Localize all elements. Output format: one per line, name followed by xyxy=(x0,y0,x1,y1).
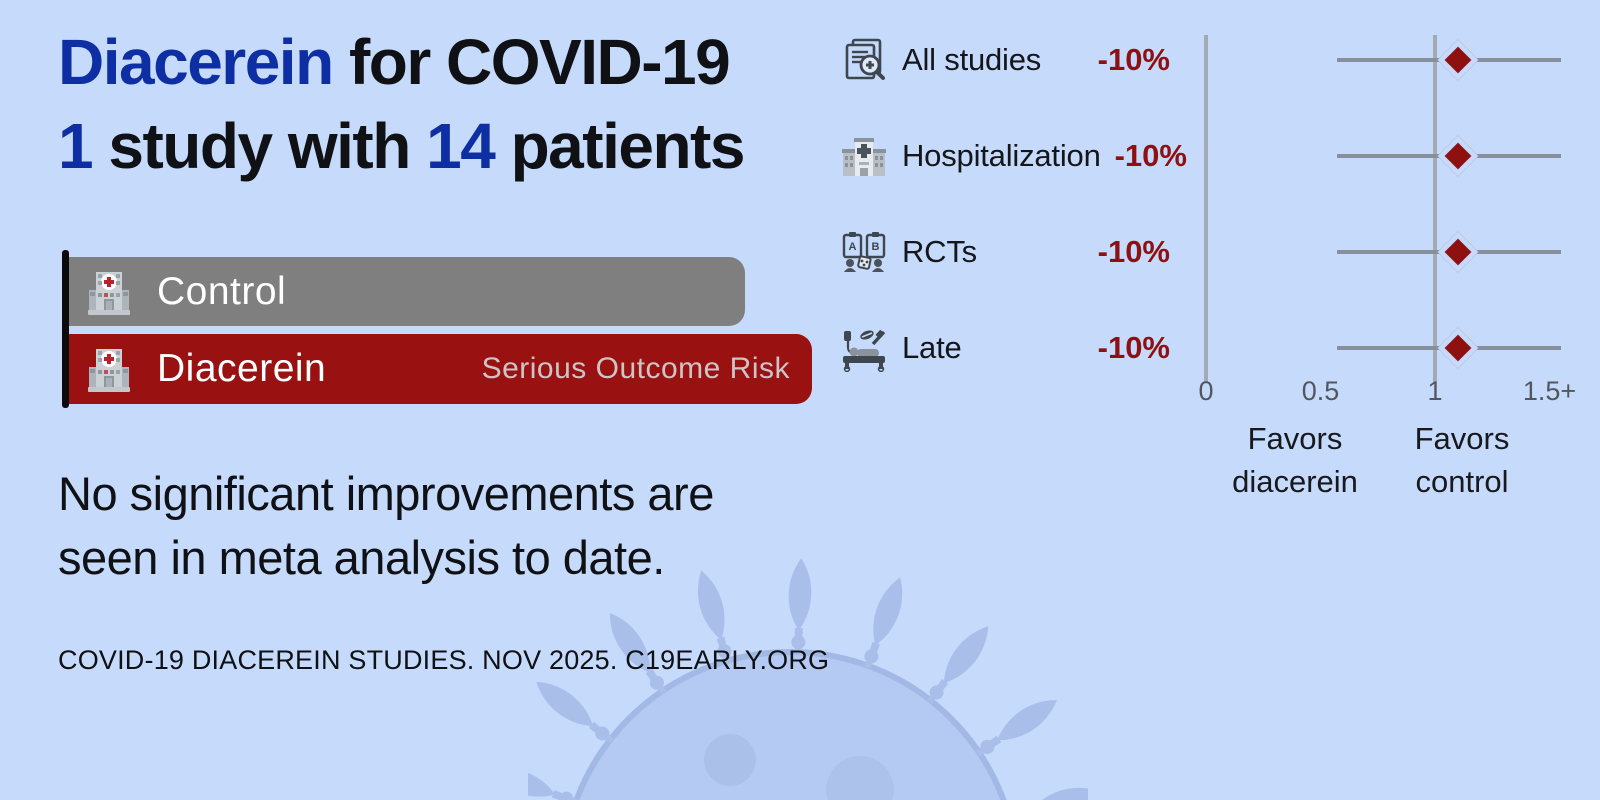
coronavirus-watermark xyxy=(528,557,1088,800)
title-line-2: 1 study with 14 patients xyxy=(58,110,745,182)
reference-line-rr1 xyxy=(1433,35,1437,383)
control-bar: Control xyxy=(69,257,745,326)
hospital-emoji-icon xyxy=(88,349,130,392)
metric-row-late: Late -10% xyxy=(840,322,1170,374)
forest-row-rcts xyxy=(0,231,1600,273)
page-title: Diacerein for COVID-19 1 study with 14 p… xyxy=(58,20,745,188)
metric-row-all-studies: All studies -10% xyxy=(840,34,1170,86)
axis-tick-1: 1 xyxy=(1427,376,1443,406)
axis-tick-0: 0 xyxy=(1198,376,1214,406)
title-drug-name: Diacerein xyxy=(58,26,334,98)
favors-treatment-label: Favors diacerein xyxy=(1232,421,1358,499)
metric-label: Late xyxy=(902,330,962,365)
axis-tick-1-5-plus: 1.5+ xyxy=(1522,376,1577,406)
metric-value: -10% xyxy=(1097,42,1170,77)
studies-search-icon xyxy=(845,38,885,80)
forest-row-late xyxy=(0,327,1600,369)
bar-chart-axis-line xyxy=(62,250,69,408)
control-bar-label: Control xyxy=(157,269,287,313)
metric-row-hospitalization: Hospitalization -10% xyxy=(840,130,1187,182)
effect-diamond xyxy=(1437,135,1479,177)
metric-row-rcts: A B RCTs -10% xyxy=(840,226,1170,278)
metric-label: All studies xyxy=(902,42,1042,77)
forest-row-all-studies xyxy=(0,39,1600,81)
axis-zero-line xyxy=(1204,35,1208,383)
metric-value: -10% xyxy=(1097,234,1170,269)
effect-diamond xyxy=(1437,231,1479,273)
svg-text:A: A xyxy=(849,241,857,253)
rct-icon: A B xyxy=(842,232,886,272)
forest-row-hospitalization xyxy=(0,135,1600,177)
favors-control-label: Favors control xyxy=(1414,421,1510,499)
treatment-risk-note: Serious Outcome Risk xyxy=(481,352,790,385)
study-count: 1 xyxy=(58,110,94,182)
metric-value: -10% xyxy=(1097,330,1170,365)
patient-count: 14 xyxy=(426,110,496,182)
metric-label: RCTs xyxy=(902,234,977,269)
metric-label: Hospitalization xyxy=(902,138,1101,173)
treatment-bar: Diacerein Serious Outcome Risk xyxy=(69,334,812,404)
effect-diamond xyxy=(1437,39,1479,81)
title-line-1: Diacerein for COVID-19 xyxy=(58,26,731,98)
metric-value: -10% xyxy=(1114,138,1187,173)
effect-diamond xyxy=(1437,327,1479,369)
summary-statement: No significant improvements are seen in … xyxy=(58,467,714,584)
svg-text:B: B xyxy=(872,241,880,253)
late-treatment-icon xyxy=(843,329,886,372)
treatment-bar-label: Diacerein xyxy=(157,347,327,390)
axis-tick-0-5: 0.5 xyxy=(1301,376,1340,406)
hospital-icon xyxy=(842,138,886,176)
hospital-emoji-icon xyxy=(88,271,130,315)
source-footer: COVID-19 DIACEREIN STUDIES. NOV 2025. C1… xyxy=(58,645,830,675)
